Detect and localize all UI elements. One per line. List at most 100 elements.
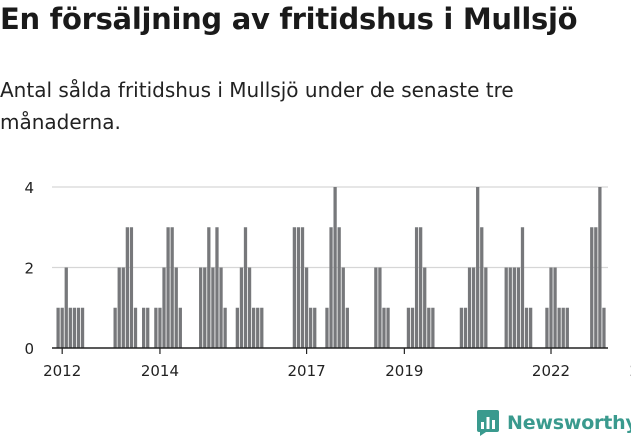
bar-2022-03 xyxy=(553,267,557,348)
bar-2017-07 xyxy=(325,307,329,348)
bar-2014-04 xyxy=(166,227,170,348)
bar-2023-01 xyxy=(594,227,598,348)
bars xyxy=(56,187,606,348)
bar-2019-08 xyxy=(427,307,431,348)
bar-2021-07 xyxy=(520,227,525,348)
bar-2020-09 xyxy=(480,227,484,348)
bar-2019-05 xyxy=(414,227,419,348)
bar-2023-03 xyxy=(602,307,606,348)
bar-2022-01 xyxy=(545,307,549,348)
bar-2013-11 xyxy=(146,307,150,348)
bar-2013-07 xyxy=(129,227,134,348)
y-tick-label: 0 xyxy=(24,340,34,358)
bar-2015-09 xyxy=(235,307,239,348)
bar-2022-12 xyxy=(590,227,594,348)
bar-2015-01 xyxy=(203,267,207,348)
chart-title: En försäljning av fritidshus i Mullsjö xyxy=(0,2,578,36)
bar-2016-12 xyxy=(296,227,301,348)
bar-chart-bubble-icon xyxy=(477,410,499,436)
bar-2014-02 xyxy=(158,307,162,348)
bar-2014-03 xyxy=(162,267,166,348)
bar-2020-05 xyxy=(463,307,468,348)
bar-2019-07 xyxy=(423,267,427,348)
x-tick-label: 2019 xyxy=(385,362,423,380)
x-tick-label: 2022 xyxy=(532,362,570,380)
x-tick-label: 2012 xyxy=(43,362,81,380)
bar-2018-10 xyxy=(386,307,390,348)
bar-2020-07 xyxy=(471,267,476,348)
x-tick-label: 2024 xyxy=(630,362,631,380)
bar-2012-01 xyxy=(56,307,60,348)
bar-2019-06 xyxy=(419,227,423,348)
bar-2021-04 xyxy=(508,267,512,348)
bar-2015-10 xyxy=(239,267,244,348)
bar-2016-03 xyxy=(260,307,264,348)
bar-2017-09 xyxy=(333,187,337,348)
y-tick-label: 4 xyxy=(24,179,34,197)
x-axis: 2012 2014 2017 2019 2022 2024 xyxy=(43,347,631,380)
bar-2014-01 xyxy=(154,307,158,348)
bar-2015-05 xyxy=(219,267,223,348)
bar-2019-03 xyxy=(406,307,411,348)
bar-2012-03 xyxy=(64,267,68,348)
bar-2014-05 xyxy=(170,227,174,348)
bar-2018-07 xyxy=(374,267,378,348)
bar-2016-11 xyxy=(292,227,297,348)
x-tick-label: 2017 xyxy=(288,362,326,380)
bar-2015-11 xyxy=(243,227,248,348)
bar-2017-02 xyxy=(304,267,309,348)
bar-2017-10 xyxy=(337,227,341,348)
bar-2017-01 xyxy=(300,227,305,348)
bar-2017-04 xyxy=(313,307,317,348)
y-tick-label: 2 xyxy=(24,260,34,278)
bar-2022-06 xyxy=(565,307,569,348)
bar-2020-10 xyxy=(484,267,488,348)
bar-2020-06 xyxy=(467,267,472,348)
bar-2021-06 xyxy=(516,267,521,348)
bar-2013-08 xyxy=(133,307,138,348)
bar-chart: 024 201220142017201920222024 1 xyxy=(24,179,631,380)
bar-2018-09 xyxy=(382,307,386,348)
bar-2021-08 xyxy=(524,307,529,348)
bar-2015-02 xyxy=(207,227,211,348)
bar-2012-02 xyxy=(60,307,64,348)
bar-2022-05 xyxy=(561,307,565,348)
x-tick-label: 2014 xyxy=(141,362,179,380)
bar-2019-04 xyxy=(410,307,415,348)
bar-2013-03 xyxy=(113,307,117,348)
bar-2020-08 xyxy=(476,187,480,348)
newsworthy-logo: Newsworthy xyxy=(476,408,631,438)
bar-2014-07 xyxy=(178,307,182,348)
bar-2017-12 xyxy=(345,307,349,348)
bar-2013-04 xyxy=(117,267,121,348)
bar-2021-03 xyxy=(504,267,508,348)
bar-2018-08 xyxy=(378,267,382,348)
bar-2012-04 xyxy=(68,307,72,348)
bar-2015-03 xyxy=(211,267,215,348)
bar-2013-10 xyxy=(142,307,146,348)
bar-2023-02 xyxy=(598,187,602,348)
bar-2022-02 xyxy=(549,267,553,348)
bar-2016-01 xyxy=(252,307,256,348)
bar-2015-06 xyxy=(223,307,227,348)
bar-2021-05 xyxy=(512,267,516,348)
bar-2021-09 xyxy=(529,307,533,348)
bar-2014-06 xyxy=(174,267,178,348)
bar-2019-09 xyxy=(431,307,435,348)
bar-2012-05 xyxy=(72,307,77,348)
brand-name: Newsworthy xyxy=(507,412,631,434)
bar-2012-06 xyxy=(76,307,81,348)
bar-2014-12 xyxy=(199,267,203,348)
bar-2022-04 xyxy=(557,307,561,348)
bar-2013-05 xyxy=(121,267,125,348)
y-axis-ticks: 0 2 4 xyxy=(24,179,34,358)
bar-2017-11 xyxy=(341,267,345,348)
bar-2020-04 xyxy=(459,307,464,348)
bar-2017-08 xyxy=(329,227,333,348)
bar-2017-03 xyxy=(309,307,313,348)
chart-subtitle: Antal sålda fritidshus i Mullsjö under d… xyxy=(0,78,514,134)
bar-2012-07 xyxy=(80,307,85,348)
bar-2015-12 xyxy=(247,267,252,348)
bar-2015-04 xyxy=(215,227,219,348)
bar-2016-02 xyxy=(256,307,260,348)
